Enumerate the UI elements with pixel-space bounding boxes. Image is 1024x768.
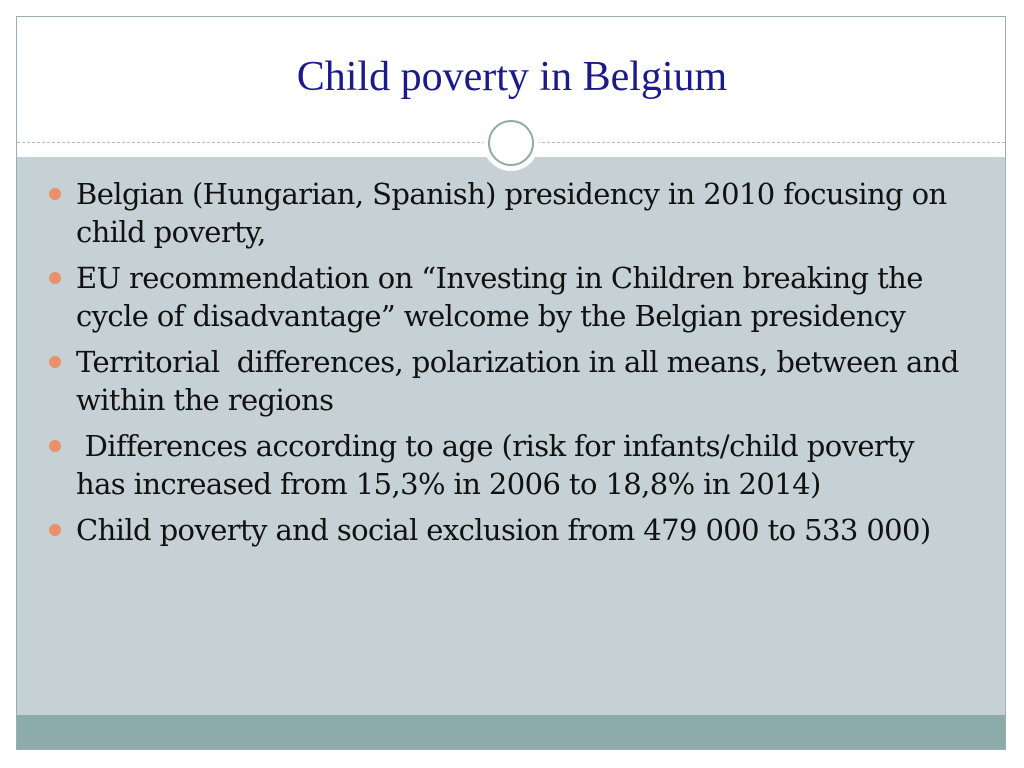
slide: Child poverty in Belgium Belgian (Hungar…	[16, 16, 1006, 750]
bullet: Child poverty and social exclusion from …	[47, 511, 967, 549]
slide-title: Child poverty in Belgium	[296, 54, 728, 100]
ornament	[483, 115, 539, 171]
footer-band	[17, 715, 1005, 749]
bullet: EU recommendation on “Investing in Child…	[47, 259, 967, 335]
bullet: Differences according to age (risk for i…	[47, 427, 967, 503]
bullet-list: Belgian (Hungarian, Spanish) presidency …	[47, 175, 967, 557]
bullet: Belgian (Hungarian, Spanish) presidency …	[47, 175, 967, 251]
content-panel	[17, 157, 1005, 715]
bullet: Territorial differences, polarization in…	[47, 343, 967, 419]
